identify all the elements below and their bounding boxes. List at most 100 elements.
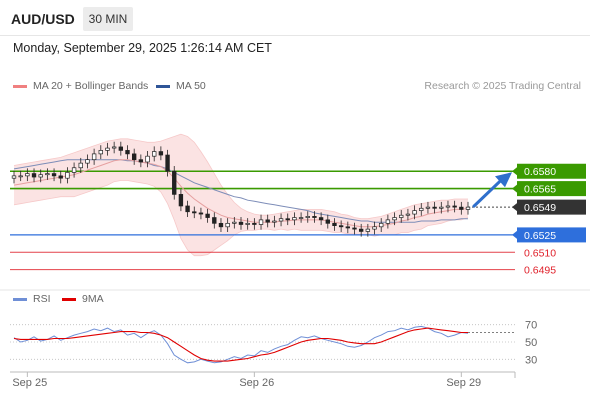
level-tag-resistance-1: [517, 181, 586, 197]
rsi-tick-label: 50: [525, 337, 537, 349]
forecast-arrow-head: [495, 172, 512, 188]
candle-body: [425, 206, 431, 209]
rsi-line: [13, 325, 469, 364]
candle-body: [205, 213, 210, 218]
candle-body: [252, 222, 257, 225]
rsi-ma-line: [13, 327, 468, 362]
candle-body: [138, 159, 144, 163]
legend-label-rsi-ma: 9MA: [82, 293, 104, 305]
candle-body: [412, 210, 417, 215]
candle-body: [152, 151, 157, 157]
candle-body: [31, 173, 37, 178]
candle-body: [45, 173, 50, 176]
candle-body: [338, 225, 344, 228]
legend-label-ma50: MA 50: [176, 80, 206, 92]
legend-rsi-ma: 9MA: [62, 293, 104, 305]
level-label-support-5: 0.6495: [524, 265, 556, 277]
candle-body: [305, 216, 310, 218]
candle-body: [158, 151, 164, 156]
candle-body: [118, 146, 124, 151]
candle-body: [419, 207, 424, 211]
candle-body: [105, 147, 110, 151]
candle-body: [198, 212, 204, 215]
bollinger-upper-line: [13, 133, 468, 220]
legend-label-ma20: MA 20 + Bollinger Bands: [33, 80, 149, 92]
candle-body: [465, 206, 471, 210]
candle-body: [432, 206, 437, 209]
candle-body: [131, 153, 137, 161]
candle-body: [178, 194, 184, 207]
candle-body: [352, 227, 357, 230]
candle-body: [365, 228, 371, 232]
candle-body: [218, 222, 224, 228]
candle-body: [245, 222, 250, 225]
rsi-tick-label: 70: [525, 320, 537, 332]
candle-body: [278, 218, 284, 222]
legend-ma20-bollinger: MA 20 + Bollinger Bands: [13, 80, 148, 92]
level-tag-current-2: [517, 199, 586, 215]
ma50-line: [13, 159, 468, 223]
candle-body: [232, 221, 237, 224]
candle-body: [298, 217, 304, 219]
candle-body: [292, 217, 297, 221]
legend-label-rsi: RSI: [33, 293, 51, 305]
candle-body: [238, 221, 244, 225]
candle-body: [318, 217, 324, 221]
candle-body: [405, 213, 411, 216]
candle-body: [325, 219, 330, 224]
level-tag-pointer-3: [512, 230, 517, 239]
level-label-resistance-0: 0.6580: [524, 166, 556, 178]
legend-swatch-rsi: [13, 297, 27, 301]
legend-ma50: MA 50: [156, 80, 206, 92]
legend-swatch-rsi-ma: [62, 297, 76, 301]
candle-body: [439, 206, 444, 209]
candle-body: [345, 226, 351, 229]
x-tick-label: Sep 25: [12, 377, 47, 389]
candle-body: [58, 175, 63, 179]
research-credit: Research © 2025 Trading Central: [424, 80, 581, 92]
symbol-title: AUD/USD: [11, 11, 75, 27]
candle-body: [78, 162, 83, 169]
candle-body: [265, 219, 270, 223]
level-tag-pivot-3: [517, 227, 586, 243]
level-tag-pointer-0: [512, 167, 517, 176]
candle-body: [111, 146, 117, 149]
candle-body: [225, 222, 230, 228]
candle-body: [332, 222, 337, 226]
forecast-arrow-shaft: [472, 179, 502, 208]
timeframe-button[interactable]: 30 MIN: [83, 7, 133, 31]
level-label-resistance-1: 0.6565: [524, 184, 556, 196]
level-label-pivot-3: 0.6525: [524, 230, 556, 242]
level-tag-pointer-1: [512, 184, 517, 193]
candle-body: [452, 205, 457, 208]
candle-body: [38, 174, 43, 178]
level-label-current-2: 0.6549: [524, 202, 556, 214]
header-divider: [0, 35, 590, 36]
candle-body: [379, 222, 384, 228]
chart-header: AUD/USD 30 MIN: [0, 0, 590, 36]
legend-swatch-ma50: [156, 84, 170, 88]
candle-body: [85, 159, 90, 164]
candle-body: [192, 211, 197, 214]
candle-body: [392, 217, 397, 221]
candle-body: [312, 216, 317, 218]
candle-body: [165, 154, 170, 172]
candle-body: [65, 172, 70, 179]
candle-body: [51, 173, 57, 177]
level-tag-resistance-0: [517, 163, 586, 179]
candle-body: [358, 228, 364, 232]
candle-body: [212, 217, 217, 224]
candle-body: [372, 226, 377, 230]
x-tick-label: Sep 29: [446, 377, 481, 389]
x-tick-label: Sep 26: [239, 377, 274, 389]
candle-body: [185, 205, 190, 213]
candle-body: [272, 220, 277, 223]
candle-body: [25, 173, 30, 177]
candle-body: [91, 153, 97, 161]
candle-body: [459, 206, 464, 210]
candle-body: [18, 175, 23, 178]
timestamp: Monday, September 29, 2025 1:26:14 AM CE…: [13, 41, 272, 55]
rsi-tick-label: 30: [525, 354, 537, 366]
candle-body: [445, 205, 451, 208]
